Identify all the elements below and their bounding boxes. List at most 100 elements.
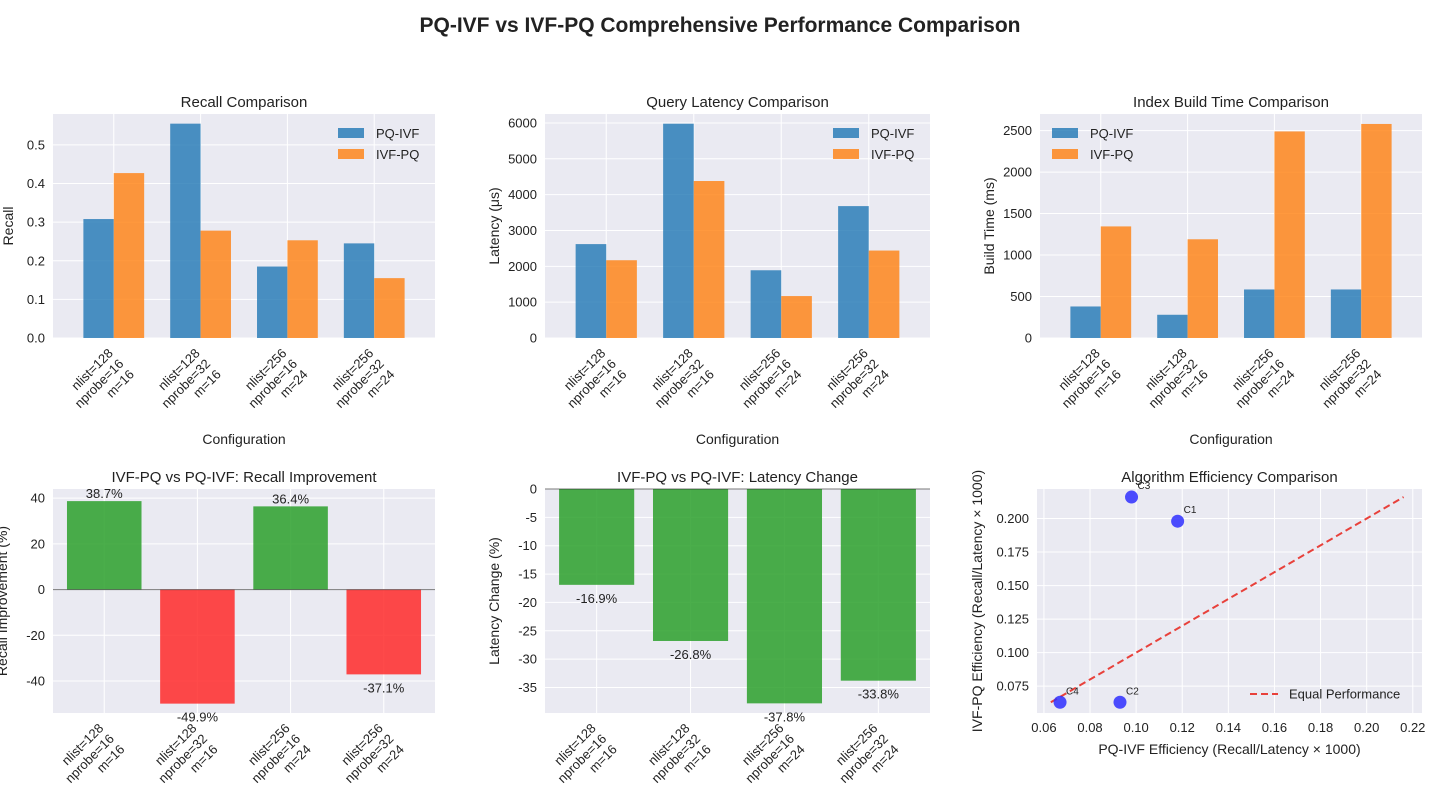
bar-3 [253, 506, 328, 590]
x-axis-label: Configuration [696, 431, 779, 447]
legend-label: IVF-PQ [871, 147, 914, 162]
x-tick-label: 0.18 [1308, 720, 1333, 735]
legend-label: IVF-PQ [376, 147, 419, 162]
y-tick-label: -20 [26, 628, 45, 643]
bar-pq-ivf-1 [83, 219, 114, 338]
x-tick-label: nlist=128nprobe=32m=16 [638, 721, 714, 797]
legend-label: PQ-IVF [871, 126, 914, 141]
bar-pq-ivf-2 [170, 123, 201, 338]
data-label-4: -33.8% [858, 687, 900, 702]
y-tick-label: 6000 [508, 115, 537, 130]
y-tick-label: 0.075 [996, 679, 1029, 694]
y-tick-label: 20 [31, 536, 45, 551]
y-axis-label: Latency (μs) [486, 187, 502, 264]
bar-pq-ivf-1 [1070, 306, 1101, 338]
legend-label: IVF-PQ [1090, 147, 1133, 162]
y-tick-label: 3000 [508, 223, 537, 238]
point-label: C2 [1126, 686, 1139, 697]
x-tick-label: 0.22 [1400, 720, 1425, 735]
panel-efficiency: Algorithm Efficiency Comparison 0.06 0.08 0… [969, 469, 1425, 757]
panel-recall: Recall Comparison 0.0 0.1 0.2 0.3 0.4 0.5 Recal… [0, 94, 435, 447]
y-tick-label: 0.0 [27, 331, 45, 346]
y-tick-label: 500 [1010, 289, 1032, 304]
bar-pq-ivf-2 [663, 123, 694, 338]
y-tick-label: 0.3 [27, 215, 45, 230]
x-tick-label: nlist=256nprobe=16m=24 [732, 721, 808, 797]
bar-pq-ivf-2 [1157, 314, 1188, 338]
x-tick-label: 0.20 [1354, 720, 1379, 735]
legend-label: Equal Performance [1289, 687, 1400, 702]
y-tick-label: 0.4 [27, 176, 45, 191]
x-tick-label: nlist=128nprobe=32m=16 [641, 346, 717, 422]
point-c1 [1171, 514, 1185, 528]
y-tick-label: -40 [26, 674, 45, 689]
y-tick-label: 1000 [1003, 248, 1032, 263]
legend-swatch [338, 128, 364, 138]
panel-recall_improve: IVF-PQ vs PQ-IVF: Recall Improvement -40 -… [0, 469, 435, 797]
x-tick-label: nlist=128nprobe=16m=16 [1048, 346, 1124, 422]
y-tick-label: 0 [38, 582, 45, 597]
point-c4 [1053, 695, 1067, 709]
x-tick-label: nlist=256nprobe=32m=24 [331, 721, 407, 797]
y-tick-label: 0 [530, 482, 537, 497]
bar-pq-ivf-3 [257, 266, 288, 338]
bar-pq-ivf-4 [1330, 289, 1362, 338]
bar-1 [66, 501, 142, 590]
y-tick-label: -30 [518, 652, 537, 667]
y-tick-label: 0.200 [996, 511, 1029, 526]
point-c3 [1125, 490, 1139, 504]
x-tick-label: nlist=128nprobe=16m=16 [544, 721, 620, 797]
point-label: C4 [1066, 686, 1079, 697]
y-axis-label: IVF-PQ Efficiency (Recall/Latency × 1000… [969, 470, 985, 732]
data-label-2: -49.9% [177, 710, 219, 725]
legend-swatch [1052, 149, 1078, 159]
bar-2 [652, 489, 729, 641]
plot-area [1037, 489, 1422, 713]
legend-label: PQ-IVF [1090, 126, 1133, 141]
y-tick-label: 2000 [508, 259, 537, 274]
chart-title: Index Build Time Comparison [1133, 94, 1329, 111]
y-tick-label: -35 [518, 680, 537, 695]
bar-2 [160, 589, 235, 704]
panel-latency_change: IVF-PQ vs PQ-IVF: Latency Change 0 -5 -10 -1… [486, 469, 930, 797]
bar-pq-ivf-4 [838, 206, 869, 338]
bar-ivf-pq-1 [1100, 226, 1132, 338]
x-tick-label: 0.06 [1031, 720, 1056, 735]
chart-title: Algorithm Efficiency Comparison [1121, 469, 1337, 486]
y-tick-label: 2000 [1003, 165, 1032, 180]
y-tick-label: -10 [518, 538, 537, 553]
bar-ivf-pq-2 [200, 230, 231, 338]
figure-title: PQ-IVF vs IVF-PQ Comprehensive Performan… [420, 14, 1021, 37]
y-tick-label: 0 [1025, 331, 1032, 346]
bar-ivf-pq-4 [1361, 123, 1392, 338]
bar-4 [840, 489, 916, 681]
y-tick-label: 0.175 [996, 545, 1029, 560]
legend-swatch [1052, 128, 1078, 138]
x-tick-label: nlist=256nprobe=16m=24 [1222, 346, 1298, 422]
bar-3 [746, 489, 823, 704]
x-tick-label: nlist=256nprobe=32m=24 [1309, 346, 1385, 422]
data-label-1: 38.7% [86, 486, 123, 501]
bar-ivf-pq-4 [868, 250, 900, 338]
x-tick-label: nlist=256nprobe=32m=24 [322, 346, 398, 422]
point-label: C3 [1138, 481, 1151, 492]
x-tick-label: 0.12 [1170, 720, 1195, 735]
x-axis-label: PQ-IVF Efficiency (Recall/Latency × 1000… [1098, 741, 1360, 757]
x-tick-label: nlist=256nprobe=32m=24 [826, 721, 902, 797]
bar-pq-ivf-3 [1244, 289, 1275, 338]
y-tick-label: 1500 [1003, 206, 1032, 221]
y-tick-label: 40 [31, 491, 45, 506]
x-tick-label: nlist=128nprobe=16m=16 [52, 721, 128, 797]
bar-ivf-pq-1 [113, 173, 145, 338]
chart-title: Query Latency Comparison [646, 94, 829, 111]
y-tick-label: -15 [518, 567, 537, 582]
point-label: C1 [1184, 505, 1197, 516]
bar-ivf-pq-2 [693, 181, 725, 338]
x-tick-label: nlist=256nprobe=16m=24 [238, 721, 314, 797]
data-label-3: 36.4% [272, 491, 309, 506]
x-tick-label: 0.14 [1216, 720, 1241, 735]
x-axis-label: Configuration [202, 431, 285, 447]
bar-4 [346, 589, 422, 675]
y-tick-label: 4000 [508, 187, 537, 202]
y-tick-label: 1000 [508, 295, 537, 310]
